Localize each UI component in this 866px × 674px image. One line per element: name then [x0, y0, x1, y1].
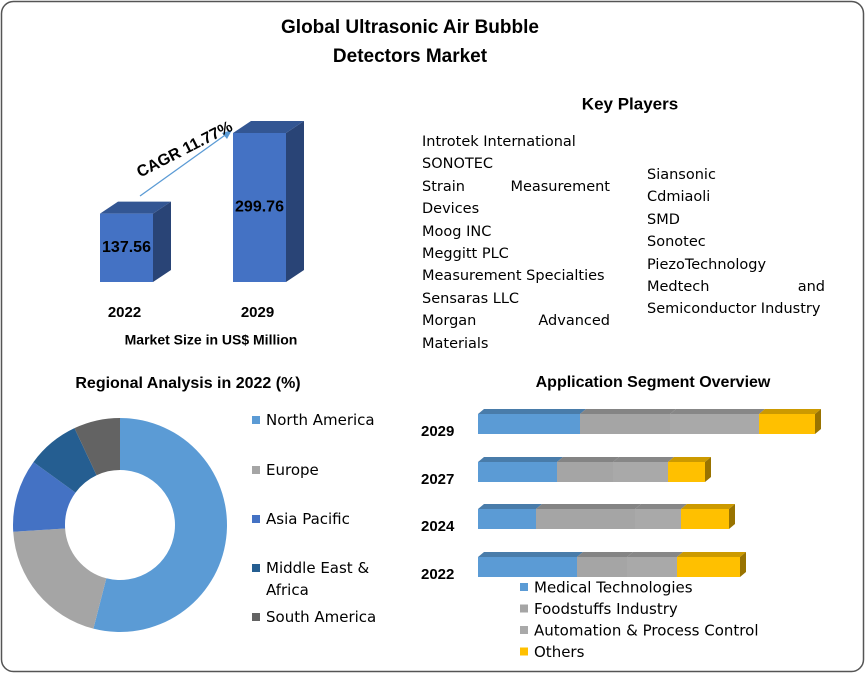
bar-segment [478, 509, 536, 529]
legend-swatch [520, 583, 528, 591]
legend-label: Asia Pacific [266, 510, 350, 528]
bar-segment [681, 509, 729, 529]
key-player: Morgan Advanced Materials [422, 313, 610, 352]
bar-segment [759, 414, 815, 434]
bar-top [478, 552, 583, 557]
bar-top [613, 457, 674, 462]
key-player: SONOTEC [422, 156, 494, 173]
legend-label: Middle East & Africa [266, 559, 370, 599]
key-player: Strain Measurement Devices [422, 178, 610, 218]
bar-segment [536, 509, 635, 529]
key-player: Meggitt PLC [422, 246, 509, 263]
bar-side [815, 409, 821, 434]
key-player: Sonotec [647, 234, 706, 251]
bar-segment [557, 462, 613, 482]
legend-label: Others [534, 643, 585, 661]
x-axis-label: Market Size in US$ Million [125, 332, 298, 348]
bar-top [627, 552, 683, 557]
bar-top [536, 504, 641, 509]
key-player: Siansonic [647, 167, 716, 183]
x-tick-label: 2022 [108, 304, 141, 321]
bar-segment [478, 462, 557, 482]
legend-label: South America [266, 608, 377, 626]
y-tick-label: 2029 [421, 423, 454, 440]
bar [233, 133, 286, 282]
pie-slice [13, 462, 76, 532]
legend-swatch [520, 604, 528, 613]
value-label: 299.76 [235, 199, 284, 216]
bar-top [478, 409, 586, 414]
x-tick-label: 2029 [241, 304, 274, 321]
legend-swatch [252, 416, 260, 424]
legend-label: North America [266, 411, 375, 429]
bar [100, 213, 153, 282]
bar-top [557, 457, 619, 462]
title: Detectors Market [333, 46, 488, 67]
key-player: Sensaras LLC [422, 290, 520, 307]
pie-slice [74, 418, 120, 476]
bar-top [580, 409, 676, 414]
key-player: Moog INC [422, 223, 492, 240]
bar-top [635, 504, 687, 509]
bar-segment [577, 557, 627, 577]
bar-side [705, 457, 711, 482]
y-tick-label: 2024 [421, 518, 455, 535]
bar-segment [580, 414, 670, 434]
legend-label: Foodstuffs Industry [534, 600, 678, 618]
bar-top [478, 457, 563, 462]
legend-swatch [520, 626, 528, 634]
bar-segment [677, 557, 740, 577]
legend-swatch [252, 466, 260, 474]
legend-label: Medical Technologies [534, 579, 693, 597]
title: Global Ultrasonic Air Bubble [281, 17, 539, 38]
bar-side [740, 552, 746, 577]
y-tick-label: 2022 [421, 566, 454, 583]
bar-top [677, 552, 746, 557]
bar-segment [613, 462, 668, 482]
legend-label: Europe [266, 461, 319, 479]
pie-slice [33, 428, 97, 493]
bar-top [100, 201, 171, 214]
bar-segment [668, 462, 705, 482]
value-label: 137.56 [102, 239, 151, 256]
bar-top [668, 457, 711, 462]
bar-side [729, 504, 735, 529]
pie-slice [13, 528, 107, 629]
cagr-arrowhead [222, 130, 232, 139]
bar-segment [635, 509, 681, 529]
key-player: Introtek International [422, 134, 576, 150]
legend-swatch [252, 515, 260, 523]
legend-swatch [252, 613, 260, 621]
key-player: PiezoTechnology [647, 256, 767, 273]
chart-title: Application Segment Overview [536, 374, 771, 391]
key-players-right: Siansonic Cdmiaoli SMD Sonotec PiezoTechnolo… [647, 164, 825, 321]
key-player: SMD [647, 211, 680, 228]
key-player: Medtech and Semiconductor Industry [647, 279, 825, 318]
key-players-left: Introtek International SONOTEC Strain Meas… [422, 131, 610, 355]
cagr-arrow [139, 132, 229, 197]
legend-label: Automation & Process Control [534, 622, 759, 640]
bar-top [233, 121, 304, 133]
pie-slice [93, 418, 227, 632]
bar-side [153, 201, 171, 282]
legend-swatch [520, 647, 528, 656]
bar-top [681, 504, 735, 509]
bar-side [286, 121, 304, 282]
key-player: Cdmiaoli [647, 189, 711, 206]
chart-title: Regional Analysis in 2022 (%) [75, 375, 300, 392]
key-player: Measurement Specialties [422, 268, 605, 285]
bar-top [670, 409, 765, 414]
legend-swatch [252, 564, 260, 572]
y-tick-label: 2027 [421, 471, 454, 488]
bar-segment [670, 414, 759, 434]
bar-segment [627, 557, 677, 577]
bar-top [478, 504, 542, 509]
bar-segment [478, 414, 580, 434]
key-players-title: Key Players [582, 94, 678, 113]
bar-top [577, 552, 633, 557]
bar-segment [478, 557, 577, 577]
bar-top [759, 409, 821, 414]
